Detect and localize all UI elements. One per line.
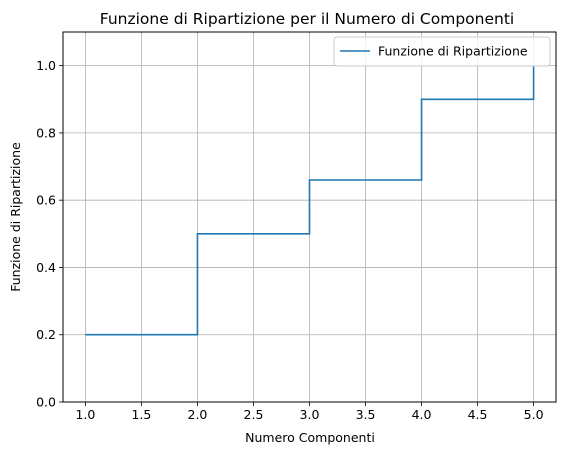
- x-tick-label: 2.5: [244, 407, 264, 422]
- y-tick-label: 0.0: [36, 395, 56, 410]
- x-tick-label: 1.0: [75, 407, 95, 422]
- x-tick-label: 2.0: [188, 407, 208, 422]
- x-tick-label: 3.5: [356, 407, 376, 422]
- y-axis-label: Funzione di Ripartizione: [8, 142, 23, 292]
- y-tick-label: 0.2: [36, 327, 56, 342]
- y-tick-label: 0.6: [36, 193, 56, 208]
- legend-label: Funzione di Ripartizione: [378, 44, 528, 59]
- series-step-line: [85, 65, 535, 336]
- x-tick-label: 5.0: [524, 407, 544, 422]
- x-tick-label: 3.0: [300, 407, 320, 422]
- legend-box: [333, 36, 551, 67]
- y-tick-label: 1.0: [36, 58, 56, 73]
- y-tick-label: 0.4: [36, 260, 56, 275]
- series-layer: [85, 65, 535, 336]
- chart-title: Funzione di Ripartizione per il Numero d…: [100, 10, 514, 28]
- x-tick-label: 1.5: [131, 407, 151, 422]
- x-axis-label: Numero Componenti: [245, 430, 375, 445]
- x-tick-label: 4.5: [468, 407, 488, 422]
- legend: Funzione di Ripartizione: [333, 36, 551, 67]
- x-tick-label: 4.0: [412, 407, 432, 422]
- axis-ticks: 1.0 1.5 2.0 2.5 3.0 3.5 4.0 4.5 5.0 0.0 0.2 0.4 0.6 0…: [36, 58, 543, 422]
- y-tick-label: 0.8: [36, 125, 56, 140]
